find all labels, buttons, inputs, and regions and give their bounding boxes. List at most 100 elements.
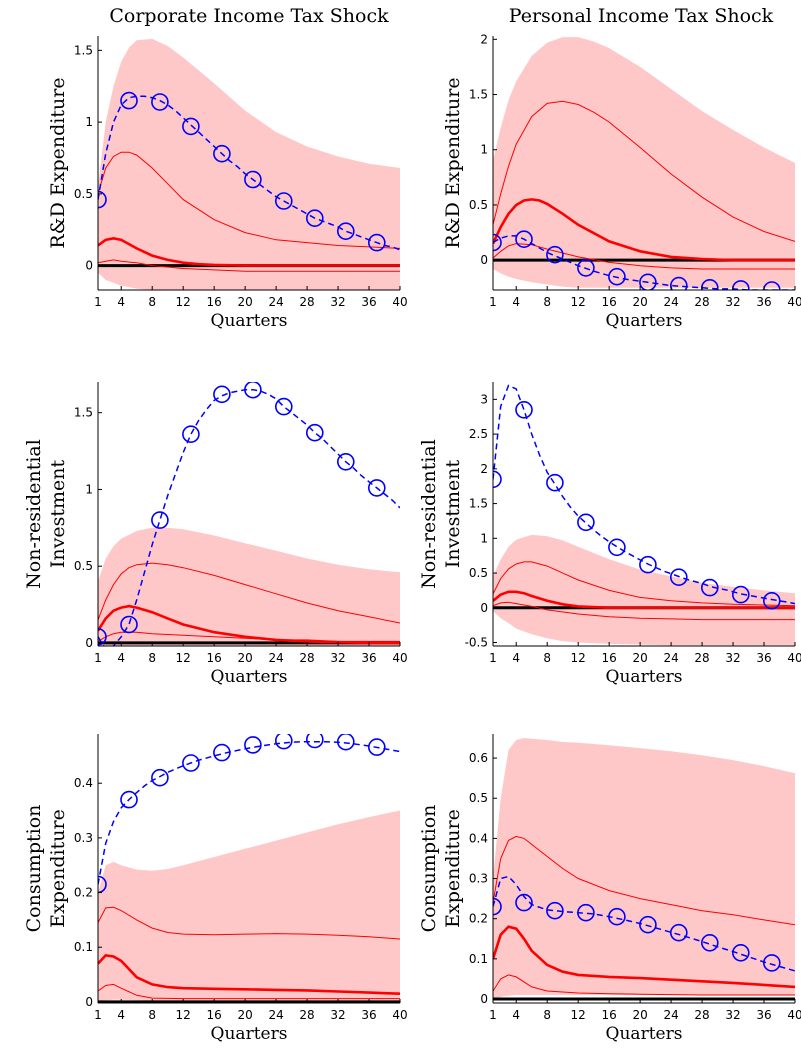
circle-marker	[639, 915, 657, 934]
x-tick-label: 40	[787, 295, 801, 309]
circle-marker	[274, 397, 293, 416]
circle-marker	[306, 734, 324, 749]
x-tick-label: 1	[489, 651, 497, 665]
x-tick-label: 12	[571, 651, 586, 665]
subplot-1-1: -0.5 0 0.5 1 1.5 2 2.5 3 1 4 8 12 16 20 24 28 32 36 40 Quar…	[418, 382, 801, 687]
circle-marker	[367, 738, 386, 756]
circle-marker	[213, 743, 231, 762]
x-tick-label: 8	[543, 651, 551, 665]
circle-marker	[515, 400, 533, 419]
x-tick-label: 8	[148, 295, 156, 309]
y-tick-label: 0	[480, 601, 488, 615]
circle-marker	[493, 233, 502, 252]
y-axis-label: Expenditure	[442, 809, 464, 928]
x-tick-label: 36	[361, 651, 376, 665]
y-tick-label: 0.4	[74, 776, 93, 790]
circle-marker	[274, 192, 293, 210]
circle-marker	[577, 903, 595, 922]
y-tick-label: 0.6	[469, 751, 488, 765]
x-tick-label: 16	[207, 295, 222, 309]
x-tick-label: 1	[94, 295, 102, 309]
y-tick-label: 1.5	[74, 406, 93, 420]
circle-marker	[98, 628, 107, 646]
confidence-band	[493, 37, 795, 288]
y-tick-label: 0.5	[469, 566, 488, 580]
lower-percentile-line	[493, 974, 795, 996]
median-line	[493, 590, 795, 610]
circle-marker	[546, 473, 564, 492]
x-axis-label: Quarters	[606, 667, 683, 687]
circle-marker	[546, 901, 564, 920]
x-tick-label: 28	[694, 651, 709, 665]
x-tick-label: 4	[512, 1008, 520, 1022]
subplot-1-0: 0 0.5 1 1.5 1 4 8 12 16 20 24 28 32 36 40 Quarters Non-r…	[23, 382, 408, 687]
circle-marker	[762, 591, 781, 610]
x-tick-label: 40	[392, 295, 407, 309]
comparison-dashed-line	[493, 384, 795, 605]
confidence-band	[98, 38, 400, 290]
circle-marker	[305, 423, 324, 442]
circle-marker	[546, 245, 564, 264]
upper-percentile-line	[493, 835, 795, 926]
x-tick-label: 40	[787, 651, 801, 665]
circle-marker	[336, 452, 355, 471]
x-tick-label: 20	[237, 295, 252, 309]
y-tick-label: 0.2	[74, 886, 93, 900]
y-tick-label: 0	[85, 995, 93, 1009]
circle-marker	[639, 273, 657, 290]
plot-area	[493, 384, 795, 646]
y-axis-label: R&D Expenditure	[47, 77, 69, 248]
x-tick-label: 36	[756, 295, 771, 309]
y-axis-label: Consumption	[23, 805, 45, 933]
circle-marker	[120, 615, 138, 634]
y-tick-label: 0.5	[74, 559, 93, 573]
subplot-0-0: 0 0.5 1 1.5 1 4 8 12 16 20 24 28 32 36 40 Quarters R&D E…	[47, 36, 408, 331]
median-line	[98, 604, 400, 645]
x-tick-label: 40	[787, 1008, 801, 1022]
upper-percentile-line	[98, 151, 400, 249]
x-tick-label: 28	[299, 295, 314, 309]
circle-marker	[244, 736, 262, 754]
y-tick-label: 0.5	[469, 791, 488, 805]
y-tick-label: 0.1	[469, 952, 488, 966]
circle-marker	[213, 144, 231, 163]
x-tick-label: 32	[725, 1008, 740, 1022]
x-tick-label: 32	[330, 651, 345, 665]
x-tick-label: 4	[512, 651, 520, 665]
y-axis-label: Non-residential	[23, 439, 45, 589]
circle-marker	[182, 117, 200, 136]
confidence-band	[98, 527, 400, 646]
x-axis-label: Quarters	[606, 311, 683, 331]
circle-marker	[337, 734, 355, 751]
circle-marker	[639, 555, 657, 574]
x-tick-label: 24	[268, 295, 283, 309]
x-tick-label: 24	[663, 651, 678, 665]
y-tick-label: 2.5	[469, 427, 488, 441]
x-tick-label: 8	[148, 651, 156, 665]
x-tick-label: 32	[330, 1008, 345, 1022]
y-tick-label: 0	[480, 253, 488, 267]
lower-percentile-line	[493, 243, 795, 270]
circle-marker	[151, 768, 169, 787]
y-tick-label: 0.2	[469, 912, 488, 926]
y-tick-label: 1	[480, 531, 488, 545]
y-tick-label: 0.5	[74, 187, 93, 201]
y-tick-label: 1.5	[74, 43, 93, 57]
x-tick-label: 28	[694, 1008, 709, 1022]
y-tick-label: 0	[85, 636, 93, 650]
circle-marker	[493, 897, 502, 916]
plot-area	[493, 738, 795, 1001]
x-tick-label: 12	[176, 1008, 191, 1022]
circle-marker	[98, 190, 107, 209]
circle-marker	[577, 513, 595, 532]
x-tick-label: 4	[117, 295, 125, 309]
circle-marker	[763, 281, 781, 290]
circle-marker	[151, 93, 169, 111]
circle-marker	[120, 790, 138, 809]
x-tick-label: 12	[571, 295, 586, 309]
circle-marker	[275, 734, 293, 750]
subplot-2-1: 0 0.1 0.2 0.3 0.4 0.5 0.6 1 4 8 12 16 20 24 28 32 36 40 Qu…	[418, 734, 801, 1044]
lower-percentile-line	[98, 259, 400, 272]
